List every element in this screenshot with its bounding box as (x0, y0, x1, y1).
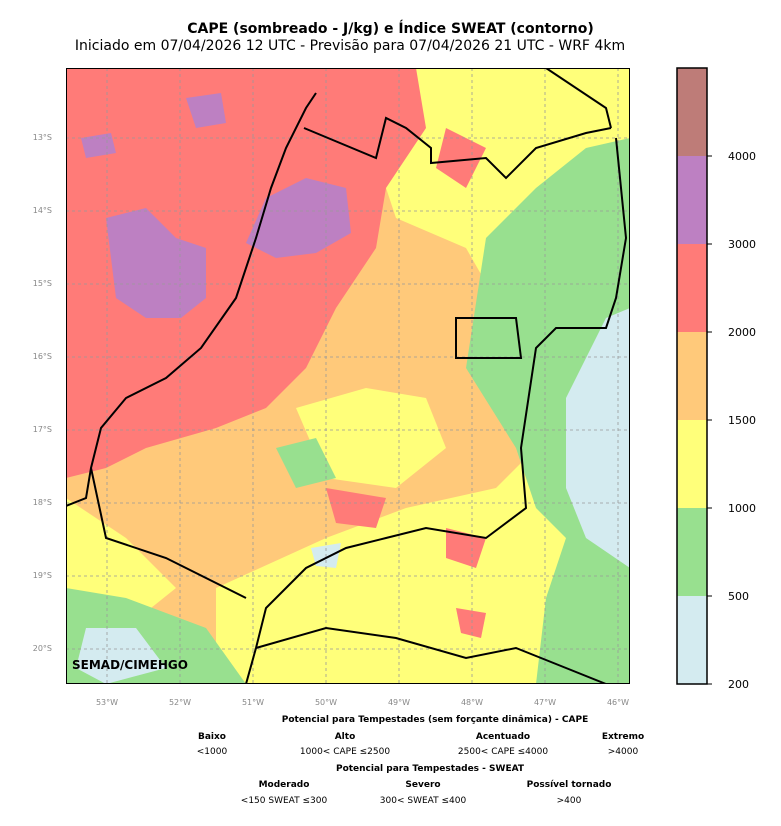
cape-legend-range: 1000< CAPE ≤2500 (299, 747, 391, 757)
colorbar-segment (677, 332, 707, 420)
colorbar-segment (677, 596, 707, 684)
lon-label: 48°W (460, 698, 484, 707)
colorbar-tick: 3000 (728, 238, 756, 251)
cape-legend-name: Alto (334, 732, 356, 742)
lat-label: 15°S (32, 279, 52, 288)
lon-label: 51°W (241, 698, 265, 707)
lon-label: 50°W (314, 698, 338, 707)
colorbar-tick: 1500 (728, 414, 756, 427)
cape-shading-3000-4000 (106, 208, 206, 318)
sweat-legend-range: 300< SWEAT ≤400 (379, 796, 467, 806)
cape-shading-500-1000 (466, 138, 630, 684)
cape-shading-2000-3000 (66, 68, 426, 478)
lon-label: 52°W (168, 698, 192, 707)
cape-legend-name: Extremo (601, 732, 645, 742)
cape-legend-title: Potencial para Tempestades (sem forçante… (281, 715, 589, 725)
colorbar-segment (677, 244, 707, 332)
credit-label: SEMAD/CIMEHGO (72, 658, 188, 672)
colorbar-frame (676, 67, 708, 685)
colorbar-tick: 4000 (728, 150, 756, 163)
sweat-legend-name: Severo (405, 780, 441, 790)
cape-legend-range: <1000 (196, 747, 228, 757)
lon-label: 49°W (387, 698, 411, 707)
sweat-legend-range: >400 (556, 796, 582, 806)
lat-label: 18°S (32, 498, 52, 507)
colorbar-tick: 500 (728, 590, 749, 603)
lat-label: 19°S (32, 571, 52, 580)
colorbar-segment (677, 508, 707, 596)
colorbar-segment (677, 156, 707, 244)
lon-label: 47°W (533, 698, 557, 707)
lat-label: 13°S (32, 133, 52, 142)
map-subtitle: Iniciado em 07/04/2026 12 UTC - Previsão… (74, 38, 626, 54)
lat-label: 14°S (32, 206, 52, 215)
sweat-legend-name: Possível tornado (526, 780, 612, 790)
lon-label: 46°W (606, 698, 630, 707)
colorbar-segment (677, 68, 707, 156)
cape-legend-range: >4000 (607, 747, 639, 757)
sweat-legend-title: Potencial para Tempestades - SWEAT (335, 764, 525, 774)
colorbar-tick: 1000 (728, 502, 756, 515)
state-boundaries (66, 68, 628, 684)
cape-legend-range: 2500< CAPE ≤4000 (457, 747, 549, 757)
cape-legend-name: Acentuado (475, 732, 531, 742)
colorbar (676, 67, 712, 685)
map-title: CAPE (sombreado - J/kg) e Índice SWEAT (… (187, 21, 594, 37)
cape-map (66, 68, 630, 684)
colorbar-tick: 200 (728, 678, 749, 691)
lat-label: 16°S (32, 352, 52, 361)
lon-label: 53°W (95, 698, 119, 707)
graticule (66, 68, 630, 684)
cape-legend-name: Baixo (197, 732, 226, 742)
lat-label: 17°S (32, 425, 52, 434)
lat-label: 20°S (32, 644, 52, 653)
colorbar-segment (677, 420, 707, 508)
sweat-legend-name: Moderado (258, 780, 310, 790)
sweat-legend-range: <150 SWEAT ≤300 (240, 796, 328, 806)
colorbar-tick: 2000 (728, 326, 756, 339)
